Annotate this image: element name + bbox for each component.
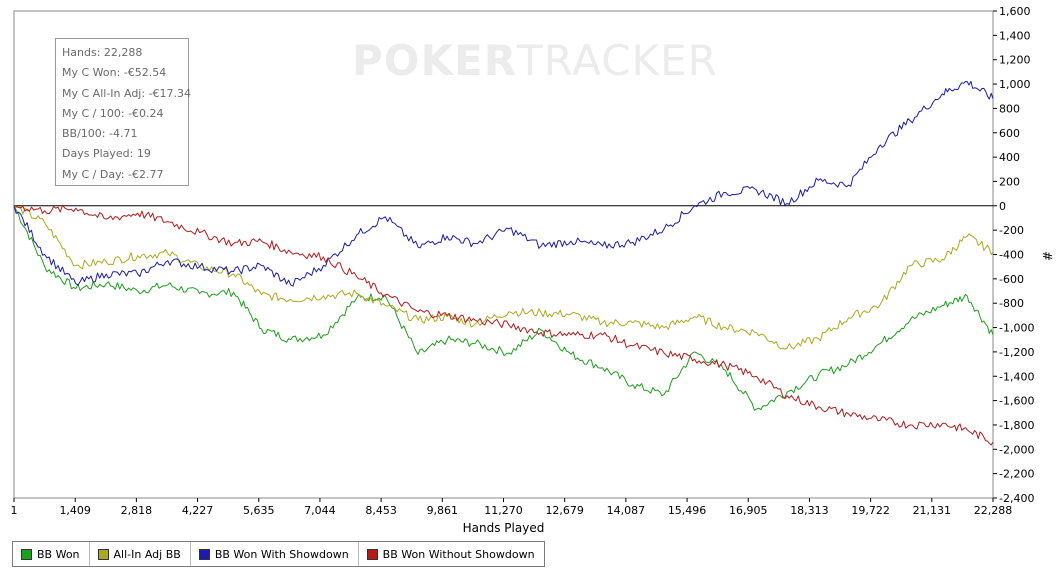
x-tick-label: 22,288 xyxy=(974,504,1013,517)
x-tick-label: 19,722 xyxy=(851,504,890,517)
stat-per-day: My C / Day: -€2.77 xyxy=(62,167,164,181)
legend-item-without-showdown[interactable]: BB Won Without Showdown xyxy=(359,542,544,566)
y-tick-label: 0 xyxy=(999,200,1006,213)
y-tick-label: -1,400 xyxy=(999,370,1034,383)
legend-item-allin-adj[interactable]: All-In Adj BB xyxy=(90,542,191,566)
y-tick-label: -1,200 xyxy=(999,346,1034,359)
legend-item-with-showdown[interactable]: BB Won With Showdown xyxy=(191,542,359,566)
stat-per-100: My C / 100: -€0.24 xyxy=(62,106,164,120)
x-tick-label: 7,044 xyxy=(304,504,336,517)
y-tick-label: 600 xyxy=(999,127,1020,140)
x-tick-label: 8,453 xyxy=(365,504,397,517)
x-tick-label: 9,861 xyxy=(427,504,459,517)
x-tick-label: 12,679 xyxy=(545,504,584,517)
y-tick-label: -2,400 xyxy=(999,492,1034,505)
y-tick-label: 400 xyxy=(999,151,1020,164)
x-tick-label: 4,227 xyxy=(182,504,214,517)
y-tick-label: -2,000 xyxy=(999,443,1034,456)
x-axis-title: Hands Played xyxy=(463,521,545,535)
stat-won: My C Won: -€52.54 xyxy=(62,66,167,80)
y-tick-label: -2,200 xyxy=(999,468,1034,481)
x-tick-label: 15,496 xyxy=(668,504,707,517)
pokertracker-watermark: POKERTRACKER xyxy=(352,36,718,85)
stat-allin-adj: My C All-In Adj: -€17.34 xyxy=(62,86,192,100)
y-tick-label: 800 xyxy=(999,102,1020,115)
legend-label: BB Won xyxy=(37,547,80,561)
y-tick-label: 1,200 xyxy=(999,54,1031,67)
y-tick-label: 200 xyxy=(999,175,1020,188)
y-tick-label: -200 xyxy=(999,224,1024,237)
y-axis-title: # xyxy=(1040,251,1054,261)
legend-swatch xyxy=(21,548,32,560)
stat-bb-per-100: BB/100: -4.71 xyxy=(62,127,138,141)
y-tick-label: 1,400 xyxy=(999,29,1031,42)
y-tick-label: 1,000 xyxy=(999,78,1031,91)
y-tick-label: -400 xyxy=(999,249,1024,262)
series-line-1 xyxy=(13,205,994,350)
y-tick-label: -1,600 xyxy=(999,395,1034,408)
x-tick-label: 5,635 xyxy=(243,504,275,517)
x-tick-label: 1 xyxy=(11,504,18,517)
legend-swatch xyxy=(366,548,378,560)
x-tick-label: 14,087 xyxy=(607,504,646,517)
y-tick-label: -600 xyxy=(999,273,1024,286)
legend-swatch xyxy=(198,548,210,560)
stat-hands: Hands: 22,288 xyxy=(62,46,143,59)
legend-swatch xyxy=(97,548,109,560)
y-tick-label: -1,800 xyxy=(999,419,1034,432)
series-line-2 xyxy=(13,80,994,287)
x-tick-label: 18,313 xyxy=(790,504,829,517)
x-tick-label: 2,818 xyxy=(121,504,153,517)
y-tick-label: 1,600 xyxy=(999,5,1031,18)
stats-box: Hands: 22,288 My C Won: -€52.54 My C All… xyxy=(55,38,192,186)
legend-label: All-In Adj BB xyxy=(113,547,181,561)
stat-days-played: Days Played: 19 xyxy=(62,147,151,161)
legend-label: BB Won With Showdown xyxy=(214,547,349,561)
x-tick-label: 21,131 xyxy=(913,504,952,517)
y-tick-label: -800 xyxy=(999,297,1024,310)
legend-item-bb-won[interactable]: BB Won xyxy=(13,542,90,566)
x-tick-label: 1,409 xyxy=(59,504,91,517)
y-tick-label: -1,000 xyxy=(999,322,1034,335)
x-tick-label: 11,270 xyxy=(484,504,523,517)
series-line-3 xyxy=(13,204,994,446)
legend-label: BB Won Without Showdown xyxy=(382,547,535,561)
series-line-0 xyxy=(13,205,994,411)
legend: BB Won All-In Adj BB BB Won With Showdow… xyxy=(12,541,545,567)
x-tick-label: 16,905 xyxy=(729,504,768,517)
